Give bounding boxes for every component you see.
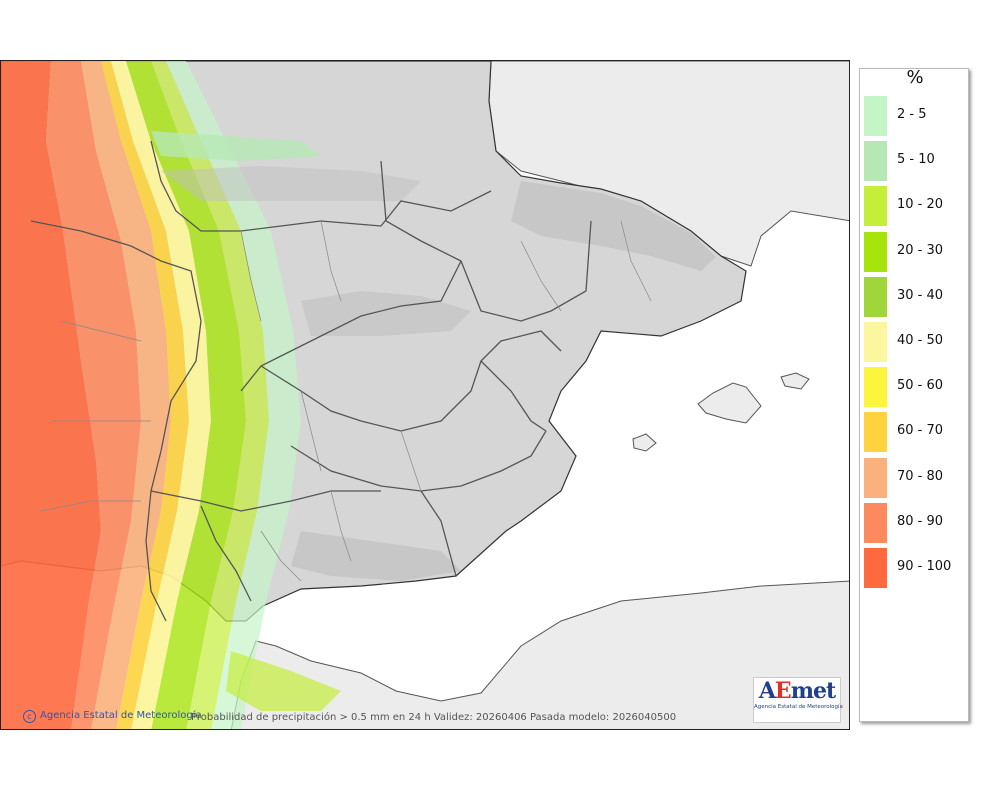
legend-swatch xyxy=(864,276,887,317)
relief-pyrenees xyxy=(511,181,716,271)
legend-label: 10 - 20 xyxy=(897,197,944,213)
mallorca xyxy=(697,382,762,424)
copyright-icon: c xyxy=(23,710,36,723)
band-10-20 xyxy=(151,61,269,729)
legend-unit: % xyxy=(906,67,924,88)
relief-cantabrian xyxy=(161,166,421,201)
map-caption: Probabilidad de precipitación > 0.5 mm e… xyxy=(191,712,677,723)
regional-borders xyxy=(30,140,592,622)
precipitation-map[interactable]: c Agencia Estatal de Meteorología Probabi… xyxy=(0,60,850,730)
legend-label: 50 - 60 xyxy=(897,378,944,394)
legend-item: 90 - 100 xyxy=(864,548,968,588)
africa-land xyxy=(230,580,849,729)
legend-item: 60 - 70 xyxy=(864,412,968,453)
legend-item: 10 - 20 xyxy=(864,186,968,227)
aemet-logo: AEmet Agencia Estatal de Meteorología xyxy=(753,677,843,723)
provincial-borders xyxy=(40,220,652,582)
strait-band xyxy=(226,651,341,711)
legend-swatch xyxy=(864,367,887,408)
legend-item: 5 - 10 xyxy=(864,141,968,182)
legend-swatch xyxy=(864,322,887,362)
legend-item: 50 - 60 xyxy=(864,367,968,408)
band-90-100 xyxy=(1,61,101,729)
menorca xyxy=(780,372,810,390)
north-coast-band xyxy=(151,131,321,161)
legend-label: 5 - 10 xyxy=(897,152,935,168)
legend-swatch xyxy=(864,457,887,498)
credit-text: c Agencia Estatal de Meteorología xyxy=(23,710,202,723)
logo-wordmark: AEmet xyxy=(758,678,836,704)
legend-label: 40 - 50 xyxy=(897,333,944,348)
legend-label: 80 - 90 xyxy=(897,513,944,529)
legend-swatch xyxy=(864,96,887,136)
legend-label: 2 - 5 xyxy=(897,107,927,122)
band-20-40 xyxy=(126,61,246,729)
band-80-90 xyxy=(46,61,141,729)
ibiza xyxy=(632,433,657,452)
logo-subtitle: Agencia Estatal de Meteorología xyxy=(754,704,843,710)
legend-item: 40 - 50 xyxy=(864,322,968,362)
legend-swatch xyxy=(864,141,887,182)
legend-swatch xyxy=(864,231,887,272)
legend-swatch xyxy=(864,548,887,588)
legend-swatch xyxy=(864,502,887,543)
legend-label: 30 - 40 xyxy=(897,287,944,303)
band-60-70 xyxy=(101,61,189,729)
legend-item: 70 - 80 xyxy=(864,457,968,498)
legend-item: 20 - 30 xyxy=(864,231,968,272)
legend-label: 70 - 80 xyxy=(897,468,944,484)
map-canvas xyxy=(1,61,849,729)
legend-item: 2 - 5 xyxy=(864,96,968,136)
legend-item: 30 - 40 xyxy=(864,276,968,317)
legend-label: 90 - 100 xyxy=(897,559,952,574)
relief-south xyxy=(291,531,461,581)
legend-label: 60 - 70 xyxy=(897,423,944,439)
legend-item: 80 - 90 xyxy=(864,502,968,543)
legend-swatch xyxy=(864,412,887,453)
band-40-60 xyxy=(111,61,211,729)
legend-label: 20 - 30 xyxy=(897,242,944,258)
legend-swatch xyxy=(864,186,887,227)
legend: % 2 - 5 5 - 10 10 - 20 20 - 30 30 - 40 40 - 5… xyxy=(859,67,969,722)
